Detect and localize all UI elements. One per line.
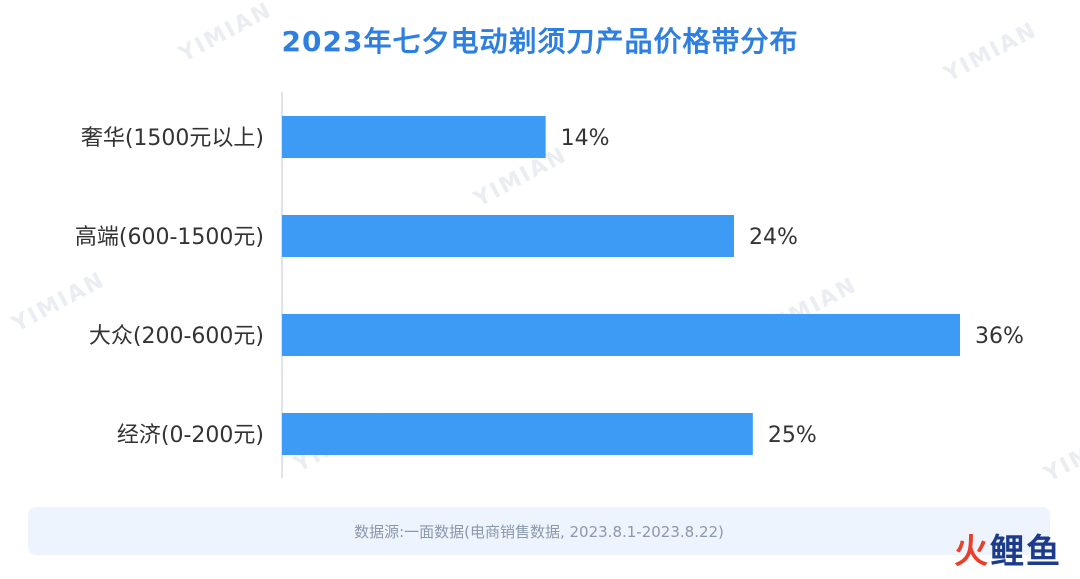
value-label: 25% (768, 423, 817, 448)
chart-title: 2023年七夕电动剃须刀产品价格带分布 (281, 25, 799, 58)
value-label: 14% (561, 126, 610, 151)
logo-part-2: 鲤鱼 (990, 532, 1062, 572)
bar (282, 116, 546, 158)
bar (282, 314, 960, 356)
category-label: 大众(200-600元) (89, 324, 264, 349)
bar-chart: 奢华(1500元以上) 14% 高端(600-1500元) 24% 大众(200-600… (75, 92, 1024, 478)
category-label: 高端(600-1500元) (75, 225, 264, 250)
data-source-text: 数据源:一面数据(电商销售数据, 2023.8.1-2023.8.22) (354, 522, 724, 541)
category-label: 经济(0-200元) (117, 423, 264, 448)
bar (282, 215, 734, 257)
logo-part-1: 火 (954, 532, 990, 572)
bar (282, 413, 753, 455)
value-label: 24% (749, 225, 798, 250)
value-label: 36% (975, 324, 1024, 349)
category-label: 奢华(1500元以上) (81, 126, 264, 151)
data-source-note: 数据源:一面数据(电商销售数据, 2023.8.1-2023.8.22) (28, 507, 1050, 555)
brand-logo: 火鲤鱼 (954, 524, 1062, 573)
